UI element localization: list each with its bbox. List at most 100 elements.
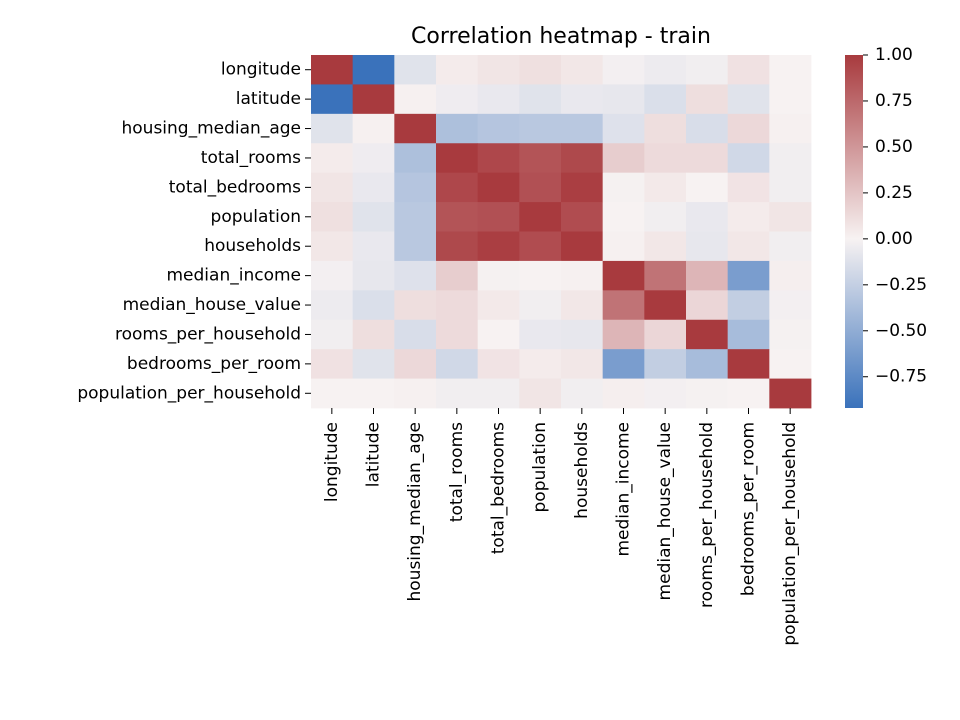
heatmap-cell-housing-median-age-longitude [311, 113, 354, 144]
heatmap-cell-latitude-households [561, 84, 604, 115]
colorbar-tick-label: −0.75 [875, 367, 927, 387]
heatmap-cell-bedrooms-per-room-total-rooms [436, 349, 479, 379]
heatmap-cell-median-income-population-per-household [769, 260, 812, 291]
heatmap-cell-median-house-value-median-house-value [644, 290, 687, 321]
y-tick-label: median_house_value [123, 295, 301, 315]
heatmap-cell-total-bedrooms-population [519, 172, 562, 203]
heatmap-cell-rooms-per-household-median-income [602, 319, 645, 350]
heatmap-cell-median-house-value-median-income [602, 290, 645, 321]
heatmap-cell-median-house-value-population [519, 290, 562, 321]
heatmap-cell-bedrooms-per-room-latitude [352, 349, 395, 379]
heatmap-cell-median-income-median-income [602, 260, 645, 291]
heatmap-cell-total-bedrooms-households [561, 172, 604, 203]
x-axis-ticks: longitude latitude housing_median_age total… [322, 408, 800, 646]
heatmap-cell-total-bedrooms-total-bedrooms [477, 172, 520, 203]
heatmap-cell-total-rooms-housing-median-age [394, 143, 437, 174]
x-tick-label: median_house_value [655, 422, 675, 600]
colorbar-tick-label: 0.50 [875, 137, 913, 157]
heatmap-cell-total-bedrooms-median-house-value [644, 172, 687, 203]
x-tick-label: bedrooms_per_room [739, 422, 759, 596]
heatmap-cell-population-per-household-median-house-value [644, 378, 687, 409]
heatmap-cell-bedrooms-per-room-total-bedrooms [477, 349, 520, 379]
heatmap-cell-longitude-total-rooms [436, 55, 479, 85]
colorbar: 1.00 0.75 0.50 0.25 0.00 −0.25 −0.50 −0.75 [845, 45, 927, 408]
y-tick-label: total_bedrooms [169, 177, 301, 197]
heatmap-cell-median-income-total-bedrooms [477, 260, 520, 291]
heatmap-cell-population-population [519, 202, 562, 232]
heatmap-cell-total-rooms-bedrooms-per-room [727, 143, 770, 174]
heatmap-cell-population-per-household-households [561, 378, 604, 409]
heatmap-cell-population-per-household-median-income [602, 378, 645, 409]
heatmap-cell-population-per-household-housing-median-age [394, 378, 437, 409]
heatmap-cell-latitude-housing-median-age [394, 84, 437, 115]
y-tick-label: households [204, 236, 301, 256]
colorbar-tick-label: 0.25 [875, 183, 913, 203]
x-tick-label: total_rooms [447, 422, 467, 522]
heatmap-cell-median-income-population [519, 260, 562, 291]
heatmap-cell-total-bedrooms-rooms-per-household [686, 172, 729, 203]
y-tick-label: total_rooms [201, 148, 301, 168]
heatmap-cell-longitude-total-bedrooms [477, 55, 520, 85]
heatmap-cell-latitude-total-rooms [436, 84, 479, 115]
heatmap-cell-rooms-per-household-bedrooms-per-room [727, 319, 770, 350]
heatmap-cell-rooms-per-household-total-rooms [436, 319, 479, 350]
heatmap-cell-total-bedrooms-total-rooms [436, 172, 479, 203]
colorbar-tick-label: −0.50 [875, 321, 927, 341]
colorbar-tick-label: 1.00 [875, 45, 913, 65]
heatmap-cell-households-rooms-per-household [686, 231, 729, 262]
heatmap-cell-total-rooms-longitude [311, 143, 354, 174]
heatmap-cell-bedrooms-per-room-population [519, 349, 562, 379]
heatmap-cell-households-longitude [311, 231, 354, 262]
heatmap-cell-rooms-per-household-population [519, 319, 562, 350]
heatmap-cell-housing-median-age-median-income [602, 113, 645, 144]
heatmap-cell-median-house-value-rooms-per-household [686, 290, 729, 321]
heatmap-cell-bedrooms-per-room-households [561, 349, 604, 379]
heatmap-cell-median-house-value-total-rooms [436, 290, 479, 321]
heatmap-cell-households-median-house-value [644, 231, 687, 262]
heatmap-cell-latitude-longitude [311, 84, 354, 115]
heatmap-cell-population-housing-median-age [394, 202, 437, 232]
heatmap-cell-median-house-value-latitude [352, 290, 395, 321]
heatmap-cell-median-income-housing-median-age [394, 260, 437, 291]
heatmap-cell-households-total-bedrooms [477, 231, 520, 262]
heatmap-cell-total-rooms-rooms-per-household [686, 143, 729, 174]
heatmap-cell-latitude-population-per-household [769, 84, 812, 115]
heatmap-cell-housing-median-age-median-house-value [644, 113, 687, 144]
heatmap-cell-median-house-value-population-per-household [769, 290, 812, 321]
heatmap-cell-bedrooms-per-room-longitude [311, 349, 354, 379]
y-tick-label: population_per_household [77, 383, 301, 403]
heatmap-cell-households-total-rooms [436, 231, 479, 262]
x-tick-label: population_per_household [780, 422, 800, 646]
y-axis-ticks: longitude latitude housing_median_agetotal… [77, 60, 311, 403]
x-tick-label: longitude [322, 422, 342, 502]
heatmap-cell-total-bedrooms-median-income [602, 172, 645, 203]
heatmap-cell-total-rooms-population-per-household [769, 143, 812, 174]
heatmap-cell-households-latitude [352, 231, 395, 262]
heatmap-cell-total-rooms-population [519, 143, 562, 174]
heatmap-cell-rooms-per-household-longitude [311, 319, 354, 350]
heatmap-cell-population-total-rooms [436, 202, 479, 232]
colorbar-tick-label: 0.75 [875, 91, 913, 111]
heatmap-cell-latitude-bedrooms-per-room [727, 84, 770, 115]
heatmap-cell-population-longitude [311, 202, 354, 232]
heatmap-cell-longitude-households [561, 55, 604, 85]
heatmap-cell-population-per-household-total-rooms [436, 378, 479, 409]
heatmap-cell-households-households [561, 231, 604, 262]
heatmap-cell-latitude-population [519, 84, 562, 115]
heatmap-cell-total-rooms-median-income [602, 143, 645, 174]
heatmap-cell-median-income-longitude [311, 260, 354, 291]
heatmap-cell-bedrooms-per-room-median-income [602, 349, 645, 379]
heatmap-cell-median-income-bedrooms-per-room [727, 260, 770, 291]
heatmap-cell-population-per-household-bedrooms-per-room [727, 378, 770, 409]
heatmap-cell-total-rooms-households [561, 143, 604, 174]
heatmap-cell-latitude-total-bedrooms [477, 84, 520, 115]
heatmap-cell-housing-median-age-households [561, 113, 604, 144]
heatmap-cell-longitude-latitude [352, 55, 395, 85]
heatmap-cell-housing-median-age-bedrooms-per-room [727, 113, 770, 144]
colorbar-gradient [845, 55, 863, 408]
heatmap-cell-total-rooms-median-house-value [644, 143, 687, 174]
chart-title: Correlation heatmap - train [411, 24, 711, 49]
y-tick-label: bedrooms_per_room [127, 354, 301, 374]
heatmap-cell-housing-median-age-housing-median-age [394, 113, 437, 144]
